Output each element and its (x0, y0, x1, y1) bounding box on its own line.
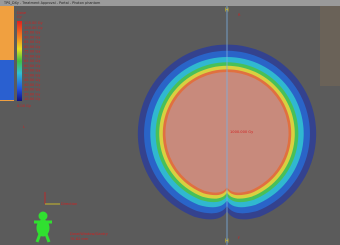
colorbar-bottom: 0.00 Gy (17, 104, 32, 108)
orientation-f: F (238, 236, 240, 240)
colorbar-label: 75.00 Gy (24, 50, 41, 54)
colorbar-label: 10.00 Gy (24, 97, 41, 101)
footer-line2: 76.82 mm (70, 237, 89, 241)
colorbar-label: 50.00 Gy (24, 73, 41, 77)
orientation-l: L (23, 125, 25, 129)
colorbar-label: 100.00 Gy (24, 26, 44, 30)
viewer: TPS_DXy - Treatment Approval - Portal - … (0, 0, 340, 245)
colorbar-label: 20.00 Gy (24, 92, 41, 96)
center-label: 1000.000 Gy (230, 130, 254, 134)
colorbar (17, 21, 22, 101)
colorbar-unit: Gy (17, 15, 23, 19)
colorbar-label: 90.00 Gy (24, 35, 41, 39)
colorbar-label: 70.00 Gy (24, 54, 41, 58)
colorbar-label: 60.00 Gy (24, 64, 41, 68)
colorbar-label: 55.00 Gy (24, 69, 41, 73)
colorbar-label: 65.00 Gy (24, 59, 41, 63)
window-title: TPS_DXy - Treatment Approval - Portal - … (3, 1, 101, 5)
panel-right (320, 6, 340, 245)
colorbar-label: 40.00 Gy (24, 83, 41, 87)
colorbar-label: 30.00 Gy (24, 88, 41, 92)
colorbar-label: 95.00 Gy (24, 31, 41, 35)
colorbar-label: 80.00 Gy (24, 45, 41, 49)
footer-line1: Dose/Window/Gantry (70, 232, 109, 236)
bottom-marker: H (225, 239, 229, 245)
top-marker: H (225, 8, 229, 14)
colorbar-label: 85.00 Gy (24, 40, 41, 44)
axis-label: Direction (61, 202, 77, 206)
colorbar-label: 45.00 Gy (24, 78, 41, 82)
page: {"window": {"title": "TPS_DXy - Treatmen… (0, 0, 340, 245)
colorbar-label: 105.00 Gy (24, 21, 44, 25)
